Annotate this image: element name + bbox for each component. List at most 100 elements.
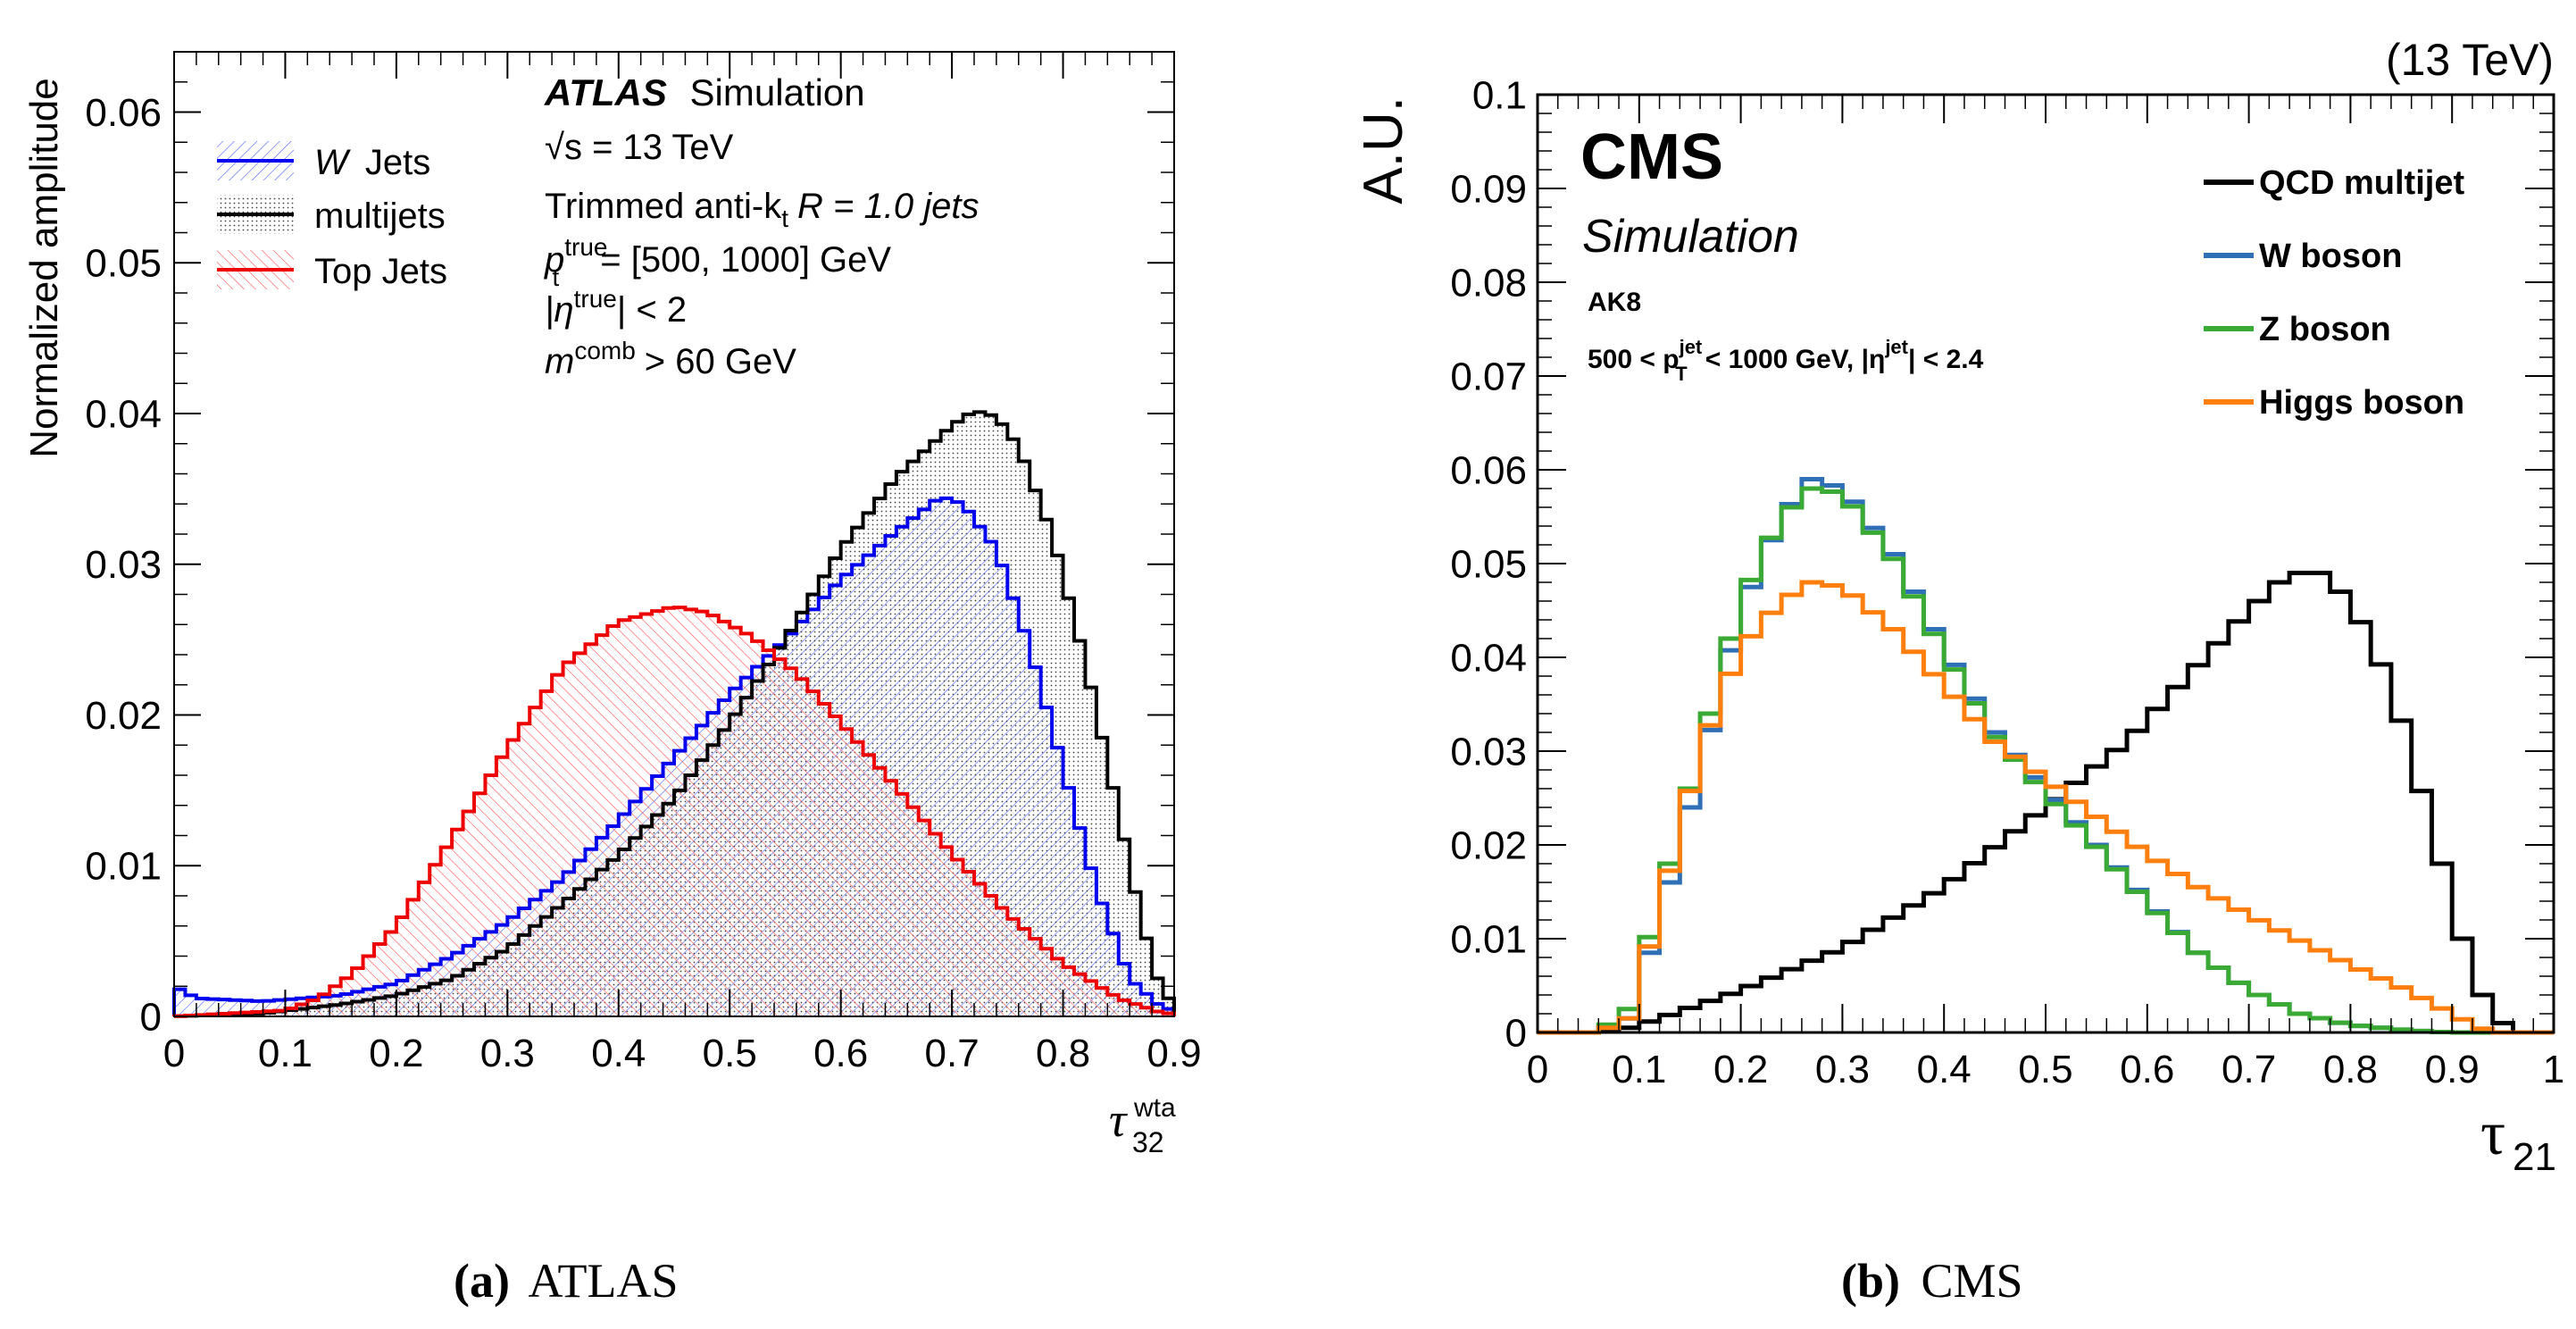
atlas-info-mass-sup: comb <box>574 337 635 364</box>
atlas-ytick-label: 0.02 <box>85 694 162 738</box>
atlas-legend-top: Top Jets <box>217 250 447 291</box>
cms-legend-w-label: W boson <box>2259 238 2402 275</box>
atlas-ytick-label: 0.06 <box>85 91 162 135</box>
cms-ylabel: A.U. <box>1353 96 1414 205</box>
atlas-legend-top-label: Top Jets <box>314 252 447 291</box>
atlas-series-2 <box>172 606 1176 1018</box>
cms-ytick-label: 0.08 <box>1450 261 1527 305</box>
atlas-xtick-label: 0.3 <box>480 1032 535 1075</box>
cms-info-eta-sup: jet <box>1884 336 1908 358</box>
cms-info-ak8: AK8 <box>1588 288 1641 317</box>
cms-ytick-label: 0.05 <box>1450 542 1527 586</box>
atlas-ytick-label: 0 <box>140 995 162 1039</box>
cms-legend-h-label: Higgs boson <box>2259 384 2464 422</box>
cms-caption-name: CMS <box>1922 1254 2023 1308</box>
cms-xtick-label: 0.4 <box>1917 1048 1972 1091</box>
cms-ytick-label: 0.02 <box>1450 823 1527 867</box>
cms-xtick-label: 0.7 <box>2222 1048 2276 1091</box>
cms-series-3 <box>1538 580 2554 1035</box>
cms-ytick-label: 0.01 <box>1450 917 1527 961</box>
cms-axis-ticks: 0 0.1 0.2 0.3 0.4 0.5 0.6 0.7 0.8 0.9 1 0 0.01 0.02 0.… <box>1450 73 2564 1091</box>
cms-series-1 <box>1538 477 2554 1035</box>
cms-ytick-label: 0.04 <box>1450 636 1527 680</box>
atlas-info-eta-a: |η <box>545 290 574 330</box>
cms-caption: (b) CMS <box>1841 1254 2023 1308</box>
cms-legend: QCD multijet W boson Z boson Higgs boson <box>2204 164 2464 422</box>
cms-ytick-label: 0.03 <box>1450 730 1527 773</box>
cms-xlabel-sub: 21 <box>2513 1135 2556 1179</box>
atlas-info-trim-sub: t <box>781 205 788 232</box>
atlas-info-eta-b: | < 2 <box>617 290 687 330</box>
atlas-info-pt: ptrue t = [500, 1000] GeV <box>544 233 891 291</box>
cms-info-pt-a: 500 < p <box>1588 345 1680 374</box>
atlas-series-0 <box>172 496 1176 1016</box>
cms-series-2 <box>1538 486 2554 1035</box>
atlas-info-eta: |ηtrue| < 2 <box>545 285 687 330</box>
cms-xtick-label: 0.8 <box>2323 1048 2378 1091</box>
cms-brand-suffix: Simulation <box>1582 211 1799 263</box>
cms-legend-h: Higgs boson <box>2204 384 2464 422</box>
atlas-caption-letter: (a) <box>454 1254 510 1308</box>
atlas-xtick-label: 0.4 <box>591 1032 646 1075</box>
atlas-fill-2 <box>174 607 1174 1016</box>
atlas-axis-ticks: 0 0.1 0.2 0.3 0.4 0.5 0.6 0.7 0.8 0.9 0 0.01 0.02 0.0… <box>85 51 1202 1075</box>
atlas-legend: W Jets multijets Top Jets <box>217 141 447 291</box>
atlas-brand: ATLAS Simulation <box>544 71 865 113</box>
atlas-info-eta-sup: true <box>574 285 617 313</box>
cms-xlabel-tau: τ <box>2480 1099 2505 1168</box>
atlas-info: √s = 13 TeV Trimmed anti-kt R = 1.0 jets … <box>544 128 979 381</box>
atlas-ytick-label: 0.05 <box>85 242 162 286</box>
atlas-xlabel-tau: τ <box>1109 1093 1128 1147</box>
atlas-ytick-label: 0.03 <box>85 543 162 587</box>
cms-ytick-label: 0.09 <box>1450 167 1527 211</box>
atlas-info-trim: Trimmed anti-kt R = 1.0 jets <box>545 187 979 232</box>
atlas-legend-multijets: multijets <box>217 195 446 236</box>
atlas-xtick-label: 0 <box>163 1032 185 1075</box>
atlas-xlabel: τ 32 wta <box>1109 1093 1176 1158</box>
cms-xtick-label: 0.6 <box>2120 1048 2174 1091</box>
cms-legend-qcd-label: QCD multijet <box>2259 164 2464 202</box>
cms-legend-z-label: Z boson <box>2259 311 2391 348</box>
cms-ytick-label: 0.07 <box>1450 355 1527 398</box>
atlas-info-pt-sup: true <box>564 233 607 261</box>
cms-info-pt-sub: T <box>1675 363 1688 385</box>
atlas-xtick-label: 0.9 <box>1146 1032 1201 1075</box>
cms-brand: CMS <box>1580 121 1723 193</box>
cms-xlabel: τ 21 <box>2480 1099 2556 1179</box>
atlas-legend-w: W Jets <box>217 141 430 182</box>
atlas-xtick-label: 0.6 <box>813 1032 868 1075</box>
cms-xtick-label: 0.3 <box>1815 1048 1870 1091</box>
atlas-info-pt-p: p <box>544 240 564 280</box>
cms-xtick-label: 0 <box>1527 1048 1548 1091</box>
cms-ytick-label: 0.1 <box>1472 73 1527 117</box>
atlas-xtick-label: 0.2 <box>369 1032 423 1075</box>
atlas-xtick-label: 0.1 <box>258 1032 313 1075</box>
atlas-hist-fills <box>174 412 1174 1016</box>
atlas-xlabel-sub: 32 <box>1132 1126 1164 1158</box>
cms-info-pt: 500 < pjet T < 1000 GeV, |ηjet| < 2.4 <box>1588 336 1984 385</box>
cms-legend-w: W boson <box>2204 238 2402 275</box>
atlas-xtick-label: 0.7 <box>925 1032 980 1075</box>
atlas-info-mass-m: m <box>545 342 574 381</box>
atlas-info-pt-range: = [500, 1000] GeV <box>600 240 891 280</box>
atlas-legend-w-sym: W <box>314 143 351 182</box>
cms-xtick-label: 0.1 <box>1612 1048 1666 1091</box>
cms-energy: (13 TeV) <box>2386 35 2554 85</box>
atlas-brand-name: ATLAS <box>544 71 667 113</box>
atlas-legend-mj-label: multijets <box>314 196 446 236</box>
cms-ytick-label: 0 <box>1505 1011 1527 1055</box>
cms-xtick-label: 1 <box>2543 1048 2564 1091</box>
atlas-info-mass: mcomb > 60 GeV <box>545 337 796 381</box>
atlas-info-mass-b: > 60 GeV <box>645 342 796 381</box>
cms-info-pt-sup: jet <box>1679 336 1703 358</box>
atlas-panel: 0 0.1 0.2 0.3 0.4 0.5 0.6 0.7 0.8 0.9 0 0.01 0.02 0.0… <box>22 51 1202 1308</box>
atlas-hist-lines <box>172 410 1176 1018</box>
cms-series-0 <box>1538 571 2554 1035</box>
atlas-xtick-label: 0.8 <box>1036 1032 1090 1075</box>
cms-info-pt-c: | < 2.4 <box>1908 345 1984 374</box>
cms-xtick-label: 0.2 <box>1713 1048 1768 1091</box>
atlas-ytick-label: 0.04 <box>85 392 162 436</box>
cms-panel: 0 0.1 0.2 0.3 0.4 0.5 0.6 0.7 0.8 0.9 1 0 0.01 0.02 0.… <box>1353 35 2564 1308</box>
atlas-info-pt-sub: t <box>553 263 560 291</box>
